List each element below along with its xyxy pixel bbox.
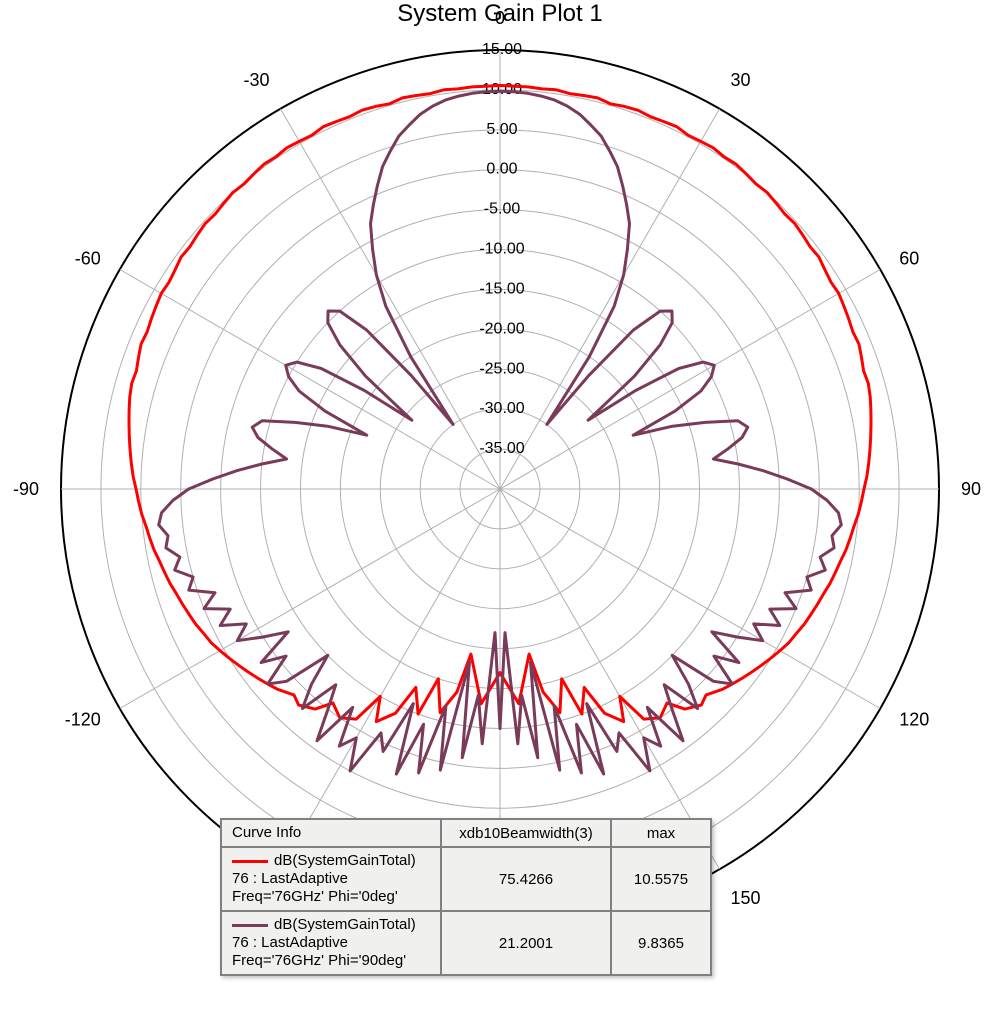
legend-line2: 76 : LastAdaptive [232, 934, 430, 952]
angle-tick-label: 90 [961, 479, 981, 499]
legend-line2: 76 : LastAdaptive [232, 870, 430, 888]
legend-header-beamwidth: xdb10Beamwidth(3) [441, 819, 611, 847]
angle-tick-label: 60 [899, 249, 919, 269]
legend-row: dB(SystemGainTotal)76 : LastAdaptiveFreq… [221, 911, 711, 975]
legend-line1: dB(SystemGainTotal) [274, 916, 416, 934]
legend-curve-info: dB(SystemGainTotal)76 : LastAdaptiveFreq… [221, 847, 441, 911]
legend-curve-info: dB(SystemGainTotal)76 : LastAdaptiveFreq… [221, 911, 441, 975]
legend-line3: Freq='76GHz' Phi='0deg' [232, 888, 430, 906]
radial-tick-label: 15.00 [482, 41, 522, 58]
legend-line3: Freq='76GHz' Phi='90deg' [232, 952, 430, 970]
legend-max-value: 10.5575 [611, 847, 711, 911]
angle-tick-label: -60 [75, 249, 101, 269]
legend-beamwidth-value: 21.2001 [441, 911, 611, 975]
legend-swatch-icon [232, 924, 268, 927]
radial-tick-label: -5.00 [484, 201, 521, 218]
angle-tick-label: -120 [65, 710, 101, 730]
legend-header-curve: Curve Info [221, 819, 441, 847]
legend-table: Curve Info xdb10Beamwidth(3) max dB(Syst… [220, 818, 712, 976]
legend-swatch-icon [232, 860, 268, 863]
radial-tick-label: 10.00 [482, 81, 522, 98]
radial-tick-label: -15.00 [479, 280, 524, 297]
radial-tick-label: -20.00 [479, 320, 524, 337]
angle-tick-label: 30 [731, 70, 751, 90]
angle-tick-label: -90 [13, 479, 39, 499]
legend-header-max: max [611, 819, 711, 847]
radial-tick-label: -10.00 [479, 241, 524, 258]
radial-tick-label: 0.00 [486, 161, 517, 178]
angle-tick-label: -30 [243, 70, 269, 90]
radial-tick-label: 5.00 [486, 121, 517, 138]
legend-max-value: 9.8365 [611, 911, 711, 975]
angle-tick-label: 150 [731, 888, 761, 908]
legend-header-row: Curve Info xdb10Beamwidth(3) max [221, 819, 711, 847]
angle-spokes [61, 50, 939, 928]
radial-tick-label: -35.00 [479, 440, 524, 457]
legend-line1: dB(SystemGainTotal) [274, 852, 416, 870]
radial-tick-label: -25.00 [479, 360, 524, 377]
radial-tick-label: -30.00 [479, 400, 524, 417]
radial-tick-labels: 15.00 10.00 5.00 0.00 -5.00 -10.00 -15.00 -20.0… [479, 41, 524, 457]
legend-row: dB(SystemGainTotal)76 : LastAdaptiveFreq… [221, 847, 711, 911]
angle-tick-label: 120 [899, 710, 929, 730]
angle-tick-label: 0 [495, 8, 505, 28]
legend-beamwidth-value: 75.4266 [441, 847, 611, 911]
